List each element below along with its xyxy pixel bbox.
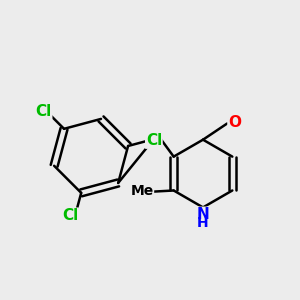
Text: H: H [197,216,209,230]
Text: Cl: Cl [35,104,52,119]
Text: Cl: Cl [146,133,162,148]
Text: Cl: Cl [62,208,78,223]
Text: N: N [196,207,209,222]
Text: O: O [228,115,241,130]
Text: Me: Me [130,184,154,198]
